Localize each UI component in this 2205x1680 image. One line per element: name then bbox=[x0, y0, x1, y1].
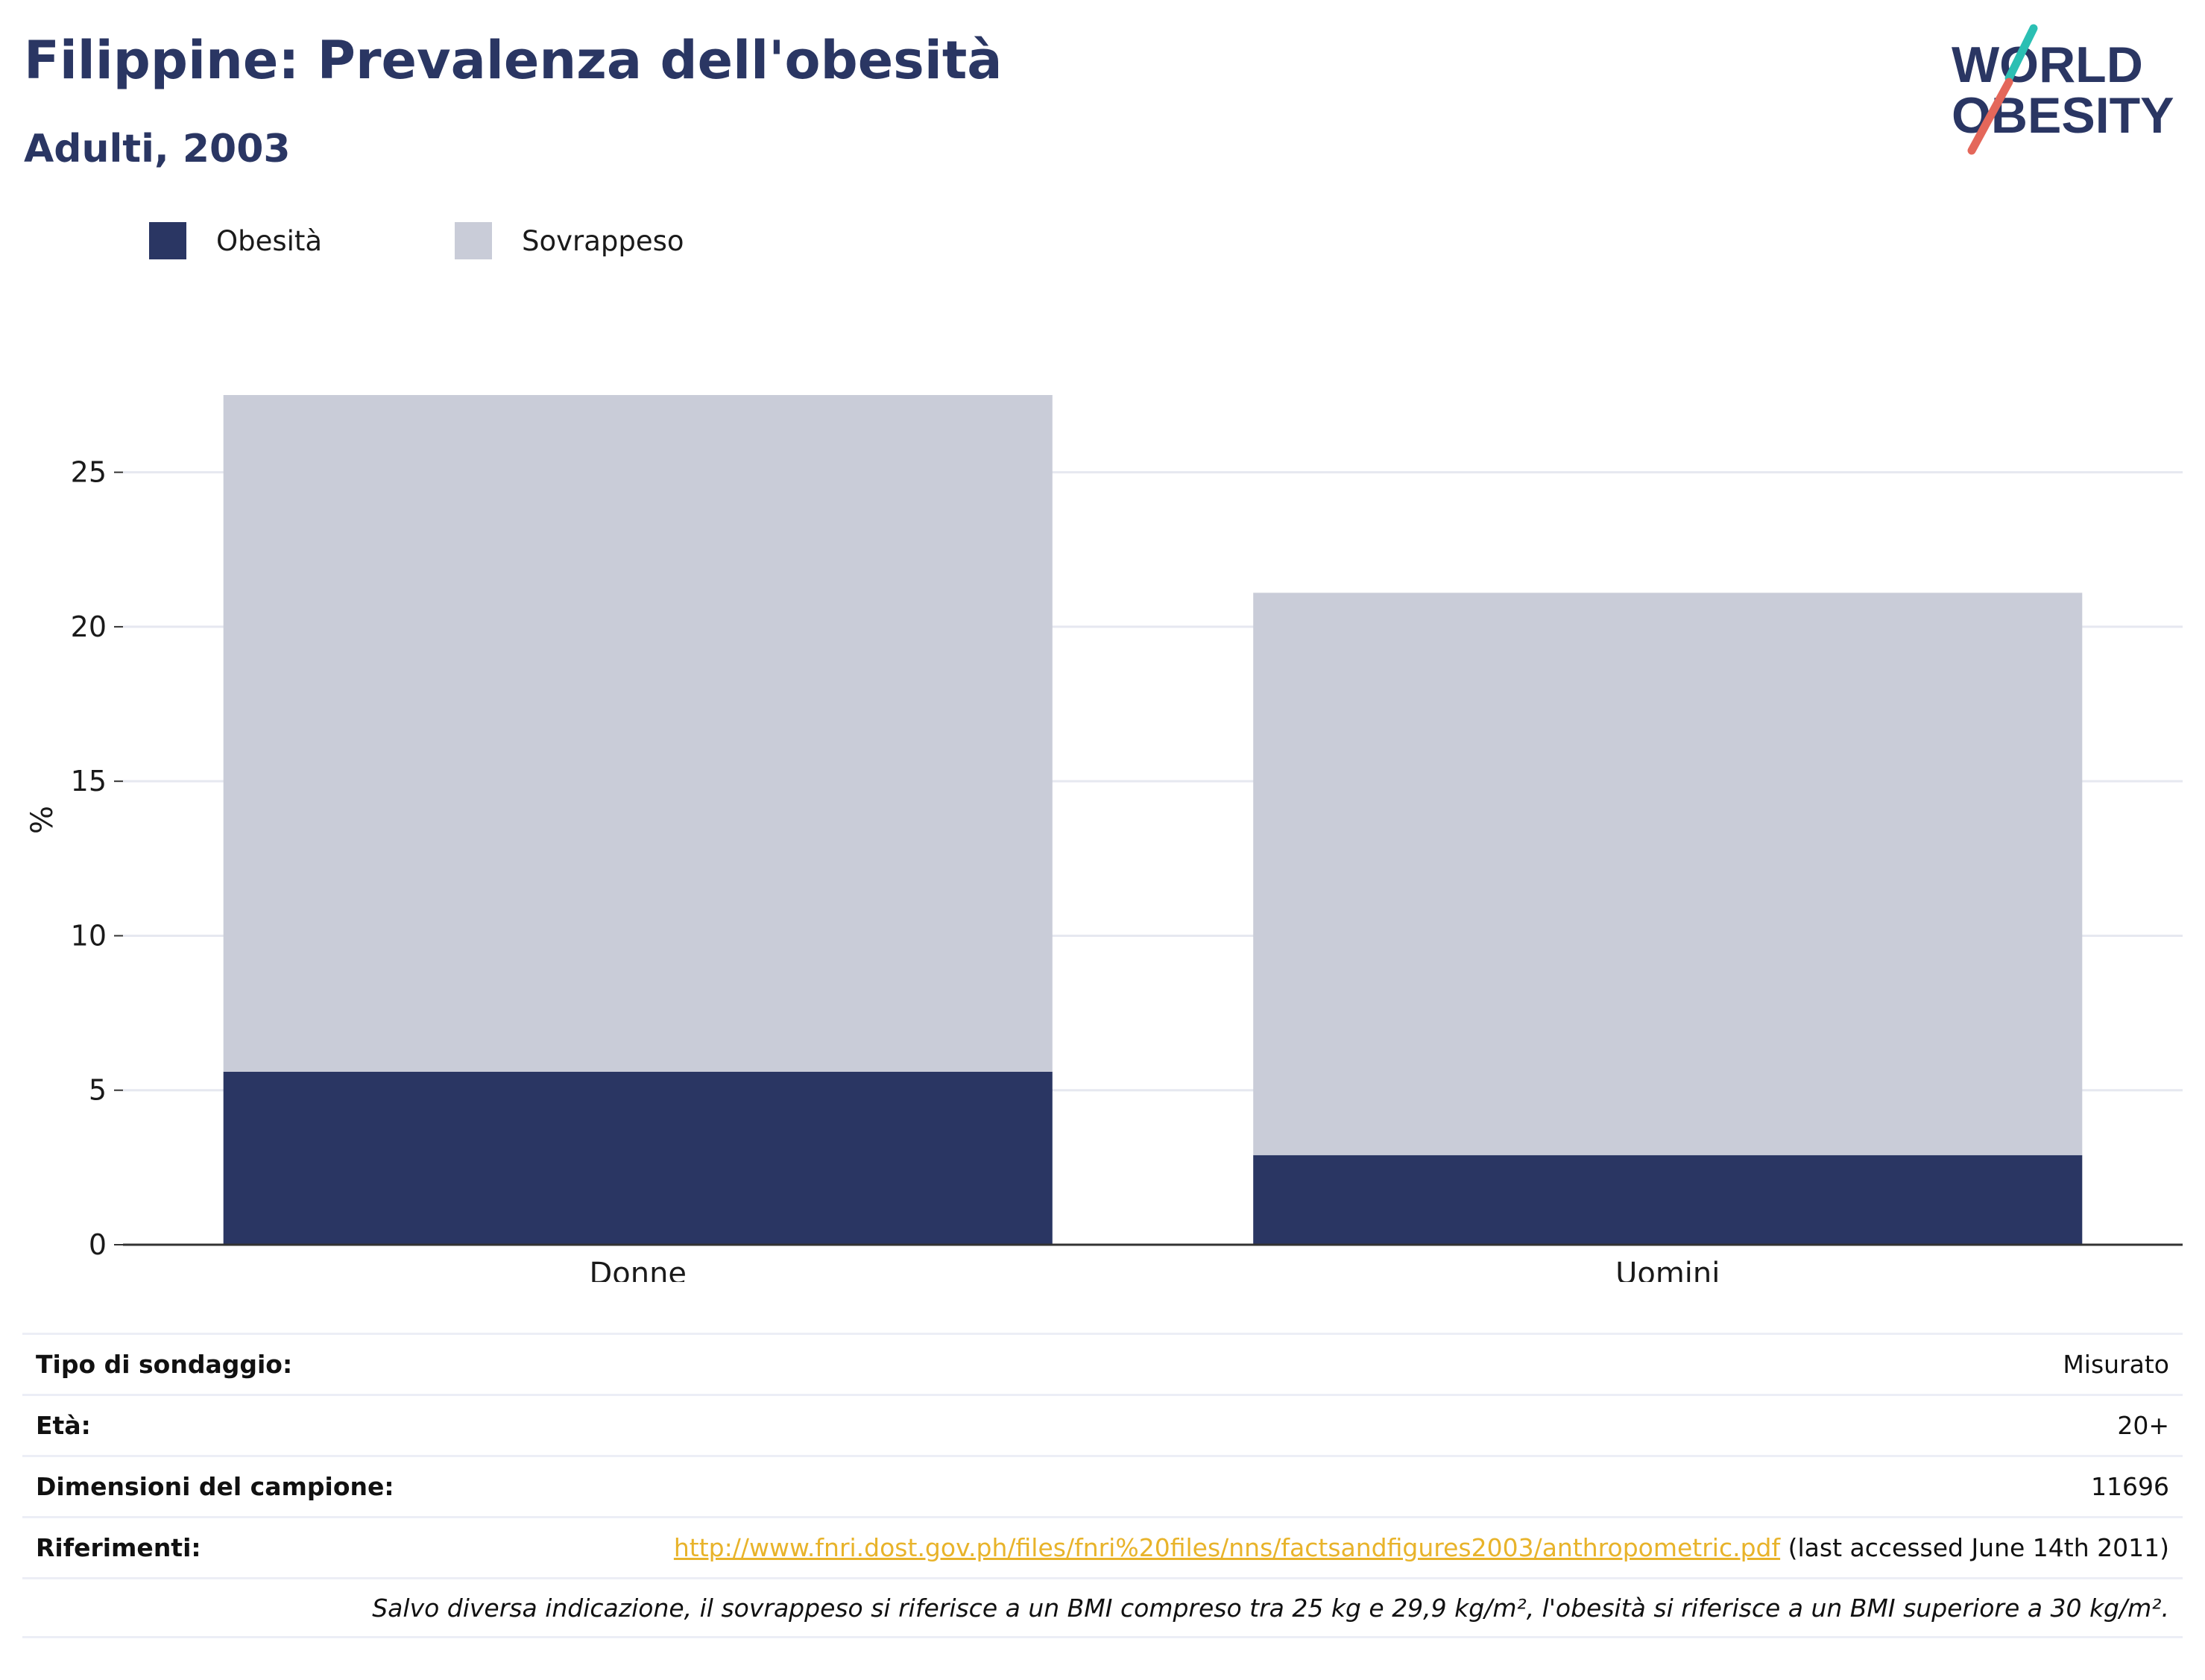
bar-chart: 0 5 10 15 20 25% Donne Uomini bbox=[25, 395, 2183, 1282]
info-table: Tipo di sondaggio: Misurato Età: 20+ Dim… bbox=[22, 1333, 2183, 1638]
chart-title: Filippine: Prevalenza dell'obesità bbox=[24, 30, 1003, 91]
y-tick-label: 20 bbox=[71, 610, 107, 643]
info-row-references: Riferimenti: http://www.fnri.dost.gov.ph… bbox=[22, 1516, 2183, 1577]
world-obesity-logo: WORLD OBESITY bbox=[1952, 24, 2174, 155]
info-row-age: Età: 20+ bbox=[22, 1394, 2183, 1455]
reference-link[interactable]: http://www.fnri.dost.gov.ph/files/fnri%2… bbox=[673, 1533, 1781, 1562]
y-tick-label: 5 bbox=[89, 1074, 107, 1107]
legend-label-overweight: Sovrappeso bbox=[522, 224, 684, 257]
bar-overweight-donne bbox=[223, 395, 1053, 1072]
survey-type-value: Misurato bbox=[2063, 1350, 2169, 1379]
legend-label-obesity: Obesità bbox=[216, 224, 323, 257]
legend-item-obesity[interactable]: Obesità bbox=[149, 221, 322, 261]
survey-type-label: Tipo di sondaggio: bbox=[36, 1350, 293, 1379]
sample-size-value: 11696 bbox=[2091, 1472, 2169, 1501]
y-axis-label: % bbox=[25, 806, 60, 834]
bar-obesity-uomini bbox=[1253, 1155, 2083, 1245]
x-tick-label: Uomini bbox=[1615, 1257, 1720, 1282]
age-label: Età: bbox=[36, 1411, 91, 1440]
info-row-survey-type: Tipo di sondaggio: Misurato bbox=[22, 1333, 2183, 1394]
references-label: Riferimenti: bbox=[36, 1533, 201, 1562]
y-tick-label: 0 bbox=[89, 1228, 107, 1261]
legend-item-overweight[interactable]: Sovrappeso bbox=[455, 221, 684, 261]
sample-size-label: Dimensioni del campione: bbox=[36, 1472, 394, 1501]
y-tick-label: 15 bbox=[71, 765, 107, 798]
y-tick-label: 25 bbox=[71, 456, 107, 489]
legend-swatch-obesity bbox=[149, 222, 186, 259]
bar-overweight-uomini bbox=[1253, 593, 2083, 1155]
x-tick-label: Donne bbox=[589, 1257, 687, 1282]
bar-obesity-donne bbox=[223, 1071, 1053, 1245]
y-tick-label: 10 bbox=[71, 919, 107, 952]
definition-note: Salvo diversa indicazione, il sovrappeso… bbox=[372, 1593, 2169, 1623]
logo-line1: WORLD bbox=[1952, 37, 2143, 93]
logo-teal-stroke bbox=[2004, 24, 2038, 83]
age-value: 20+ bbox=[2117, 1411, 2169, 1440]
legend-swatch-overweight bbox=[455, 222, 492, 259]
chart-subtitle: Adulti, 2003 bbox=[24, 127, 291, 171]
logo-coral-stroke bbox=[1967, 78, 2013, 155]
reference-suffix: (last accessed June 14th 2011) bbox=[1780, 1533, 2169, 1562]
logo-line2: OBESITY bbox=[1952, 87, 2174, 144]
references-value: http://www.fnri.dost.gov.ph/files/fnri%2… bbox=[674, 1533, 2169, 1562]
info-row-note: Salvo diversa indicazione, il sovrappeso… bbox=[22, 1577, 2183, 1638]
info-row-sample-size: Dimensioni del campione: 11696 bbox=[22, 1455, 2183, 1516]
